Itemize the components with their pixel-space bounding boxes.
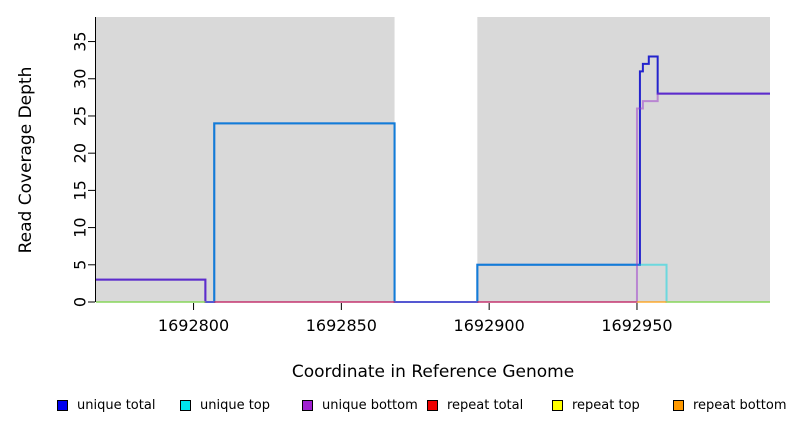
- legend-swatch-unique-top: [180, 400, 191, 411]
- legend-item-unique-total: unique total: [57, 398, 155, 413]
- legend-item-repeat-bottom: repeat bottom: [673, 398, 787, 413]
- y-tick-label: 25: [71, 106, 90, 126]
- legend-swatch-repeat-top: [552, 400, 563, 411]
- legend-label: repeat total: [447, 398, 524, 413]
- legend-label: repeat bottom: [693, 398, 787, 413]
- legend-item-repeat-total: repeat total: [427, 398, 523, 413]
- x-tick-label: 1692800: [158, 316, 229, 335]
- legend-swatch-unique-bottom: [302, 400, 313, 411]
- plot-shaded-band: [96, 17, 395, 302]
- legend-swatch-repeat-bottom: [673, 400, 684, 411]
- plot-shaded-band: [477, 17, 770, 302]
- y-tick-label: 15: [71, 180, 90, 200]
- legend-swatch-unique-total: [57, 400, 68, 411]
- x-tick-label: 1692950: [601, 316, 672, 335]
- legend-label: unique top: [200, 398, 271, 413]
- y-tick-label: 5: [71, 260, 90, 270]
- y-tick-label: 10: [71, 217, 90, 237]
- x-tick-label: 1692900: [454, 316, 525, 335]
- legend-item-unique-bottom: unique bottom: [302, 398, 418, 413]
- y-tick-label: 20: [71, 143, 90, 163]
- legend-swatch-repeat-total: [427, 400, 438, 411]
- x-axis-title: Coordinate in Reference Genome: [291, 362, 575, 382]
- legend-label: unique total: [77, 398, 156, 413]
- legend-item-unique-top: unique top: [180, 398, 270, 413]
- series-line-unique-bottom: [96, 92, 770, 303]
- legend-item-repeat-top: repeat top: [552, 398, 640, 413]
- y-tick-label: 0: [71, 297, 90, 307]
- x-tick-label: 1692850: [306, 316, 377, 335]
- y-tick-label: 35: [71, 31, 90, 51]
- legend: unique total unique top unique bottom re…: [0, 398, 792, 418]
- y-axis-title: Read Coverage Depth: [16, 66, 36, 254]
- legend-label: unique bottom: [322, 398, 418, 413]
- y-tick-label: 30: [71, 69, 90, 89]
- legend-label: repeat top: [572, 398, 640, 413]
